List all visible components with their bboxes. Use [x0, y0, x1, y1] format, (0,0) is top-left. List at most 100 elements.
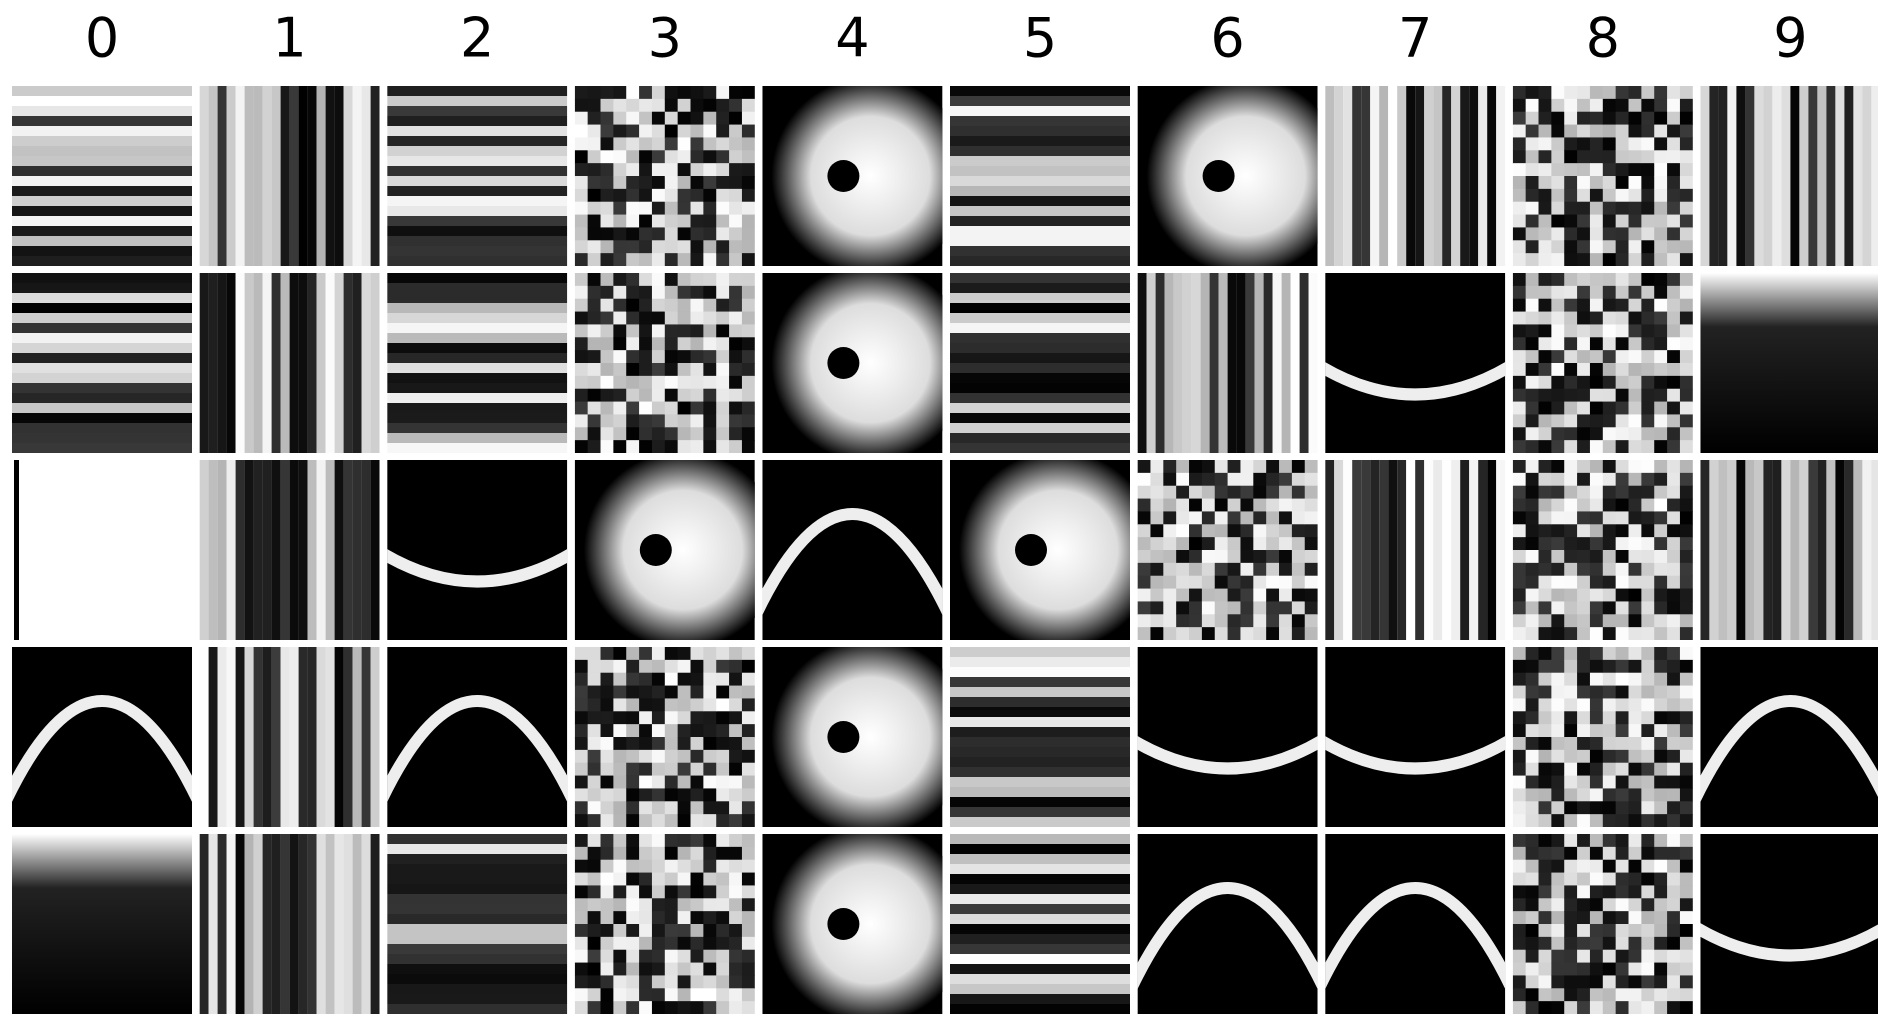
cell	[1539, 227, 1552, 240]
cell	[742, 286, 755, 299]
cell	[1526, 873, 1539, 886]
cell	[575, 873, 588, 886]
column-label: 3	[648, 7, 682, 70]
stripe	[387, 984, 567, 994]
cell	[1305, 589, 1318, 602]
stripe	[1325, 86, 1334, 266]
cell	[1526, 673, 1539, 686]
pattern-tile	[762, 638, 969, 836]
cell	[1539, 963, 1552, 976]
cell	[1564, 589, 1577, 602]
cell	[742, 885, 755, 898]
cell	[678, 86, 691, 99]
cell	[1513, 776, 1526, 789]
cell	[1577, 176, 1590, 189]
stripe	[950, 817, 1130, 827]
cell	[1551, 299, 1564, 312]
cell	[1680, 814, 1693, 827]
cell	[665, 924, 678, 937]
cell	[1654, 937, 1667, 950]
cell	[1266, 601, 1279, 614]
cell	[1577, 112, 1590, 125]
cell	[1551, 189, 1564, 202]
cell	[1629, 950, 1642, 963]
cell	[1616, 563, 1629, 576]
cell	[1641, 627, 1654, 640]
cell	[639, 324, 652, 337]
stripe	[950, 904, 1130, 914]
stripe	[290, 273, 299, 453]
stripe	[308, 86, 317, 266]
cell	[1564, 427, 1577, 440]
pattern-tile	[1513, 86, 1694, 267]
cell	[742, 337, 755, 350]
cell	[1150, 563, 1163, 576]
cell	[1577, 286, 1590, 299]
cell	[575, 427, 588, 440]
cell	[1551, 885, 1564, 898]
stripe	[1487, 460, 1496, 640]
cell	[678, 286, 691, 299]
cell	[703, 647, 716, 660]
cell	[1551, 686, 1564, 699]
stripe	[1871, 460, 1878, 640]
cell	[626, 202, 639, 215]
stripe	[317, 647, 326, 827]
cell	[1539, 473, 1552, 486]
stripe	[1745, 86, 1754, 266]
cell	[716, 350, 729, 363]
cell	[1577, 537, 1590, 550]
cell	[601, 137, 614, 150]
cell	[575, 647, 588, 660]
cell	[1551, 427, 1564, 440]
cell	[1641, 350, 1654, 363]
cell	[1526, 363, 1539, 376]
cell	[1526, 788, 1539, 801]
cell	[1189, 550, 1202, 563]
cell	[613, 924, 626, 937]
cell	[729, 647, 742, 660]
cell	[1539, 427, 1552, 440]
cell	[742, 660, 755, 673]
stripe	[299, 273, 308, 453]
cell	[575, 834, 588, 847]
cell	[1513, 402, 1526, 415]
cell	[1629, 911, 1642, 924]
cell	[575, 112, 588, 125]
cell	[626, 763, 639, 776]
cell	[1577, 988, 1590, 1001]
cell	[716, 163, 729, 176]
stripe	[1334, 460, 1343, 640]
cell	[1228, 601, 1241, 614]
stripe	[1219, 273, 1228, 453]
cell	[703, 150, 716, 163]
cell	[1551, 801, 1564, 814]
cell	[703, 99, 716, 112]
cell	[1654, 627, 1667, 640]
cell	[1654, 950, 1667, 963]
cell	[1539, 299, 1552, 312]
cell	[601, 414, 614, 427]
cell	[588, 988, 601, 1001]
cell	[1616, 647, 1629, 660]
cell	[575, 86, 588, 99]
cell	[652, 963, 665, 976]
cell	[678, 898, 691, 911]
cell	[639, 125, 652, 138]
stripe	[1433, 86, 1442, 266]
cell	[1513, 576, 1526, 589]
cell	[588, 86, 601, 99]
cell	[1551, 286, 1564, 299]
cell	[1641, 427, 1654, 440]
cell	[1680, 137, 1693, 150]
cell	[1279, 614, 1292, 627]
cell	[1641, 440, 1654, 453]
cell	[1641, 673, 1654, 686]
stripe	[950, 236, 1130, 246]
cell	[716, 686, 729, 699]
cell	[1590, 737, 1603, 750]
stripe	[335, 834, 344, 1014]
cell	[1680, 99, 1693, 112]
stripe	[272, 834, 281, 1014]
cell	[1680, 647, 1693, 660]
